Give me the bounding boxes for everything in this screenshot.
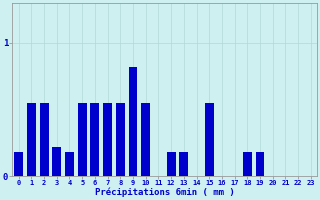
X-axis label: Précipitations 6min ( mm ): Précipitations 6min ( mm ) bbox=[95, 188, 235, 197]
Bar bbox=[243, 152, 252, 176]
Bar bbox=[40, 103, 49, 176]
Bar bbox=[167, 152, 176, 176]
Bar bbox=[103, 103, 112, 176]
Bar bbox=[205, 103, 214, 176]
Bar bbox=[129, 67, 138, 176]
Bar bbox=[65, 152, 74, 176]
Bar bbox=[116, 103, 125, 176]
Bar bbox=[256, 152, 265, 176]
Bar bbox=[78, 103, 87, 176]
Bar bbox=[91, 103, 99, 176]
Bar bbox=[27, 103, 36, 176]
Bar bbox=[141, 103, 150, 176]
Bar bbox=[180, 152, 188, 176]
Bar bbox=[14, 152, 23, 176]
Bar bbox=[52, 147, 61, 176]
